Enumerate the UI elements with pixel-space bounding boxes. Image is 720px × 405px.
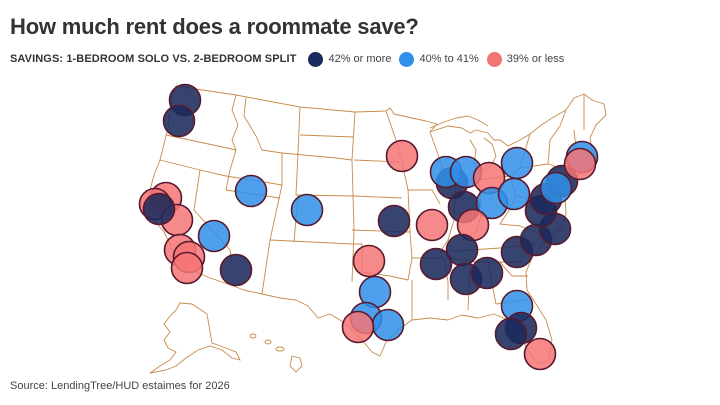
metro-bubble-high[interactable] [219,253,253,287]
metro-bubble-high[interactable] [142,192,176,226]
legend-swatch-low-icon [486,51,502,67]
metro-bubble-low[interactable] [341,310,375,344]
legend-item-mid: 40% to 41% [399,51,479,67]
legend-label-high: 42% or more [328,53,392,65]
metro-bubble-low[interactable] [523,337,557,371]
metro-bubble-high[interactable] [162,104,196,138]
legend: SAVINGS: 1-BEDROOM SOLO VS. 2-BEDROOM SP… [10,51,572,67]
alaska-outline [149,302,241,374]
hawaii-outline [249,333,303,373]
metro-bubble-high[interactable] [494,317,528,351]
legend-label-low: 39% or less [506,53,565,65]
legend-item-high: 42% or more [308,51,392,67]
metro-bubble-low[interactable] [385,139,419,173]
legend-item-low: 39% or less [486,51,565,67]
legend-label-mid: 40% to 41% [419,53,479,65]
metro-bubble-high[interactable] [377,204,411,238]
legend-swatch-mid-icon [399,51,415,67]
metro-bubble-low[interactable] [563,147,597,181]
metro-bubble-low[interactable] [415,208,449,242]
metro-bubble-mid[interactable] [539,171,573,205]
metro-bubble-low[interactable] [352,244,386,278]
metro-bubble-high[interactable] [419,247,453,281]
metro-bubbles [138,83,599,371]
metro-bubble-low[interactable] [170,251,204,285]
legend-swatch-high-icon [308,51,324,67]
chart-title: How much rent does a roommate save? [10,14,419,39]
legend-title: SAVINGS: 1-BEDROOM SOLO VS. 2-BEDROOM SP… [10,53,297,65]
metro-bubble-mid[interactable] [290,193,324,227]
metro-bubble-mid[interactable] [371,308,405,342]
metro-bubble-mid[interactable] [497,177,531,211]
metro-bubble-mid[interactable] [197,219,231,253]
metro-bubble-mid[interactable] [234,174,268,208]
source-note: Source: LendingTree/HUD estaimes for 202… [10,380,230,392]
metro-bubble-mid[interactable] [500,146,534,180]
metro-bubble-high[interactable] [470,256,504,290]
